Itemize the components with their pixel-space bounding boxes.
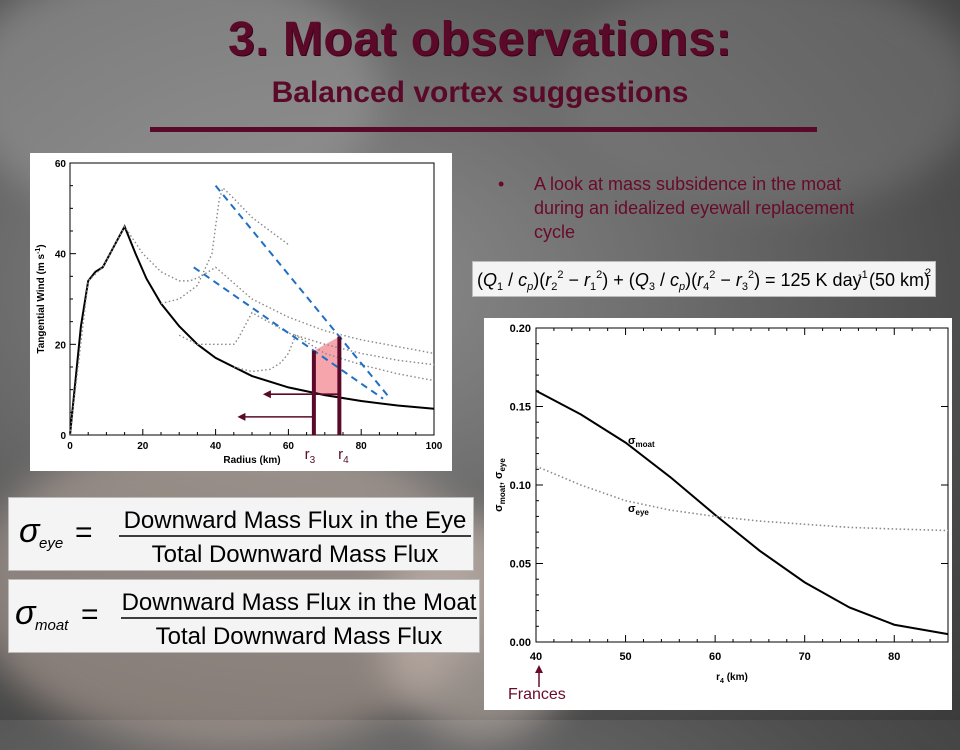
balance-tail: (50 km) bbox=[869, 270, 930, 290]
slide-subtitle: Balanced vortex suggestions bbox=[271, 76, 689, 109]
wind-profile-solid bbox=[69, 224, 435, 436]
y-tick-label: 20 bbox=[55, 340, 67, 351]
x-tick-label: 80 bbox=[888, 651, 900, 663]
plot-frame bbox=[535, 327, 949, 643]
sigma-eye-equals: = bbox=[75, 516, 93, 549]
x-tick-label: 60 bbox=[709, 651, 721, 663]
x-axis-label: r4 (km) bbox=[716, 672, 748, 685]
y-tick-label: 0.10 bbox=[510, 480, 531, 492]
series-label-moat: σmoat bbox=[628, 435, 655, 449]
balance-rhs: = 125 K day bbox=[765, 270, 862, 290]
slide-title: 3. Moat observations: bbox=[228, 13, 732, 66]
sigma-moat-line bbox=[535, 389, 949, 636]
wind-profile-dotted-1 bbox=[69, 225, 435, 436]
balance-exp: -1 bbox=[858, 269, 868, 281]
balance-equation-formula: (Q1 / cp)(r22 − r12) + (Q3 / cp)(r42 − r… bbox=[477, 267, 931, 293]
x-tick-label: 20 bbox=[137, 441, 149, 452]
y-tick-label: 0 bbox=[60, 431, 66, 442]
y-tick-label: 0.05 bbox=[510, 559, 531, 571]
title-underline bbox=[150, 127, 817, 132]
wind-profile-chart-panel: 0 20 40 60 80 100 0 20 40 60 Radius (km) Tangential… bbox=[30, 153, 452, 471]
y-tick-label: 0.20 bbox=[510, 323, 531, 335]
wind-profile-dotted-2 bbox=[178, 311, 435, 366]
sigma-chart-panel: 40 50 60 70 80 0.00 0.05 0.10 0.15 0.20 r4 (km) σmo… bbox=[484, 318, 952, 710]
balance-square: 2 bbox=[925, 267, 931, 279]
x-tick-label: 0 bbox=[67, 441, 73, 452]
sigma-eye-equation: σ eye = Downward Mass Flux in the Eye To… bbox=[8, 497, 474, 571]
inward-arrow-head bbox=[237, 412, 246, 421]
x-axis-label: Radius (km) bbox=[223, 455, 280, 466]
dashed-envelope-line bbox=[193, 266, 384, 400]
inward-arrow-head bbox=[262, 390, 271, 399]
r4-label: r4 bbox=[338, 446, 349, 466]
sigma-eye-denominator: Total Downward Mass Flux bbox=[152, 541, 439, 568]
bullet-text: A look at mass subsidence in the moat du… bbox=[534, 174, 855, 242]
x-tick-label: 80 bbox=[356, 441, 368, 452]
wind-profile-dotted-3 bbox=[233, 334, 435, 382]
sigma-moat-denominator: Total Downward Mass Flux bbox=[156, 623, 443, 650]
frances-label: Frances bbox=[508, 686, 566, 703]
x-tick-label: 70 bbox=[799, 651, 811, 663]
y-tick-label: 40 bbox=[55, 250, 67, 261]
frances-arrow bbox=[535, 665, 543, 687]
sigma-eye-numerator: Downward Mass Flux in the Eye bbox=[124, 507, 467, 534]
y-axis-label: σmoat, σeye bbox=[493, 458, 507, 512]
cloud-backdrop bbox=[560, 0, 960, 210]
wind-profile-dotted-4 bbox=[160, 186, 289, 305]
x-tick-label: 60 bbox=[283, 441, 295, 452]
sigma-moat-equals: = bbox=[81, 598, 99, 631]
y-axis-label: Tangential Wind (m s-1) bbox=[35, 244, 47, 353]
svg-text:(Q1 / cp)(r22 − r12) + (Q3 / c: (Q1 / cp)(r22 − r12) + (Q3 / cp)(r42 − r… bbox=[477, 269, 760, 293]
x-tick-label: 50 bbox=[619, 651, 631, 663]
sigma-eye-symbol: σ bbox=[19, 512, 41, 550]
y-tick-label: 0.00 bbox=[510, 637, 531, 649]
y-tick-label: 60 bbox=[55, 159, 67, 170]
sigma-eye-subscript: eye bbox=[39, 535, 63, 552]
y-tick-label: 0.15 bbox=[510, 402, 531, 414]
sigma-moat-equation: σ moat = Downward Mass Flux in the Moat … bbox=[8, 579, 480, 653]
x-tick-label: 100 bbox=[426, 441, 443, 452]
x-tick-label: 40 bbox=[530, 651, 542, 663]
sigma-chart: 40 50 60 70 80 0.00 0.05 0.10 0.15 0.20 r4 (km) σmo… bbox=[493, 323, 949, 685]
bullet-dot: • bbox=[498, 174, 505, 194]
sigma-eye-line bbox=[535, 465, 949, 532]
r3-label: r3 bbox=[305, 446, 316, 466]
dashed-envelope-line bbox=[214, 185, 392, 400]
sigma-moat-symbol: σ bbox=[15, 594, 37, 632]
x-tick-label: 40 bbox=[210, 441, 222, 452]
balance-equation: (Q1 / cp)(r22 − r12) + (Q3 / cp)(r42 − r… bbox=[472, 261, 936, 297]
sigma-moat-numerator: Downward Mass Flux in the Moat bbox=[122, 589, 477, 616]
moat-shaded-region bbox=[313, 336, 340, 398]
sigma-moat-subscript: moat bbox=[35, 617, 69, 634]
